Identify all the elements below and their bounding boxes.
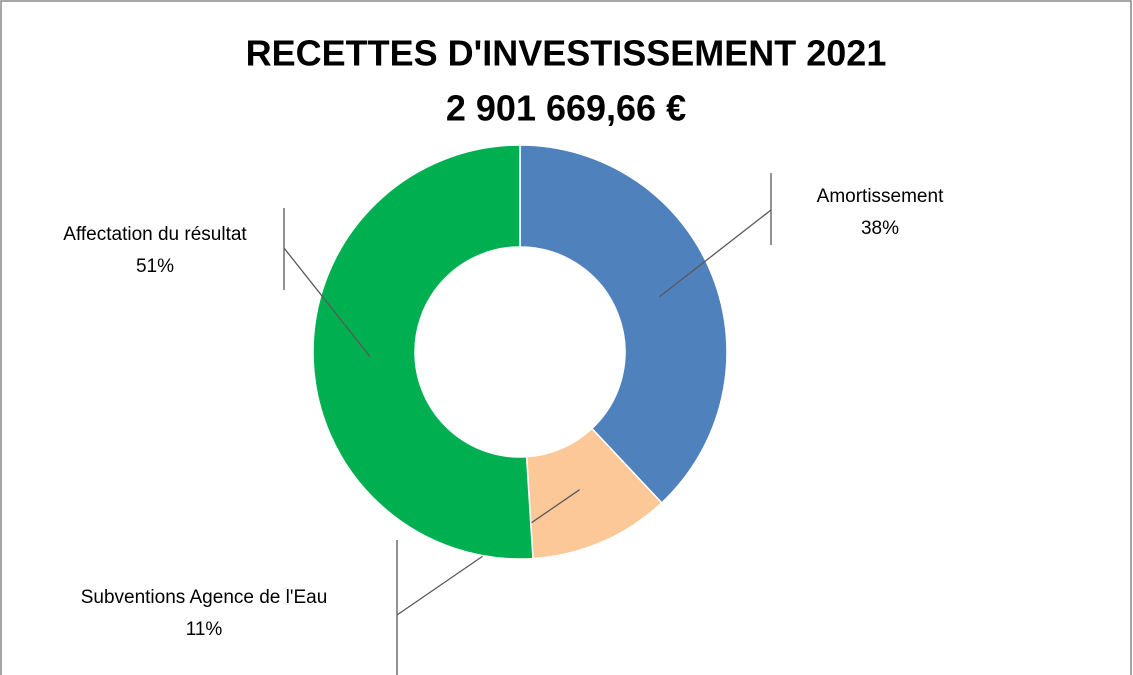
leader-line [659,209,772,298]
slice-value-label: 38% [861,218,899,239]
slice-label: Subventions Agence de l'Eau [81,587,328,608]
slice-value-label: 11% [186,619,223,640]
slice-value-label: 51% [136,256,174,277]
chart-title: RECETTES D'INVESTISSEMENT 2021 [246,33,887,74]
slice-label: Affectation du résultat [63,224,247,245]
donut-slice [519,144,728,504]
chart-subtitle: 2 901 669,66 € [446,88,686,129]
leader-line [283,247,371,358]
slice-label: Amortissement [817,186,944,207]
donut-slice [312,144,534,560]
